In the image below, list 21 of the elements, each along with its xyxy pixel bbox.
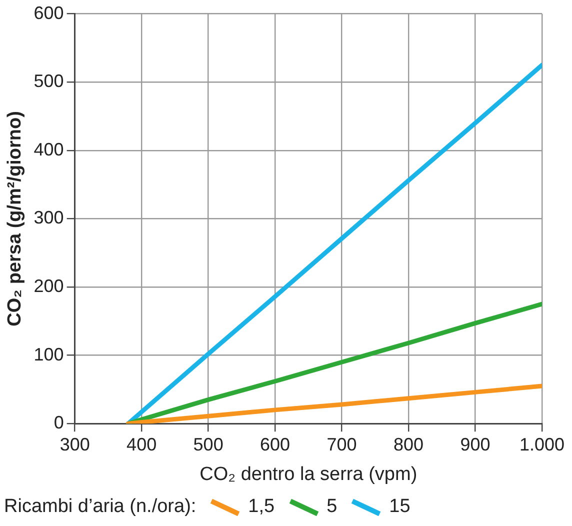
y-tick-label: 100 (34, 344, 64, 364)
x-tick-label: 1.000 (519, 434, 565, 454)
legend-title: Ricambi d’aria (n./ora): (4, 496, 196, 518)
legend-label: 15 (389, 496, 410, 518)
x-tick-label: 400 (126, 434, 157, 454)
x-tick-label: 800 (394, 434, 424, 454)
y-axis-title: CO₂ persa (g/m²/giorno) (4, 111, 26, 326)
legend-label: 5 (326, 496, 338, 518)
x-axis-title: CO₂ dentro la serra (vpm) (200, 464, 418, 485)
y-tick-label: 600 (34, 2, 64, 23)
x-tick-label: 300 (60, 434, 90, 454)
x-tick-label: 600 (260, 434, 290, 454)
y-tick-label: 500 (34, 71, 64, 92)
x-tick-label: 700 (326, 434, 357, 454)
x-tick-label: 500 (193, 434, 224, 454)
y-tick-label: 400 (34, 139, 64, 160)
y-tick-label: 300 (34, 208, 64, 228)
y-tick-label: 200 (34, 276, 64, 296)
x-tick-label: 900 (460, 434, 490, 454)
legend-label: 1,5 (248, 496, 275, 518)
y-tick-label: 0 (54, 412, 64, 433)
